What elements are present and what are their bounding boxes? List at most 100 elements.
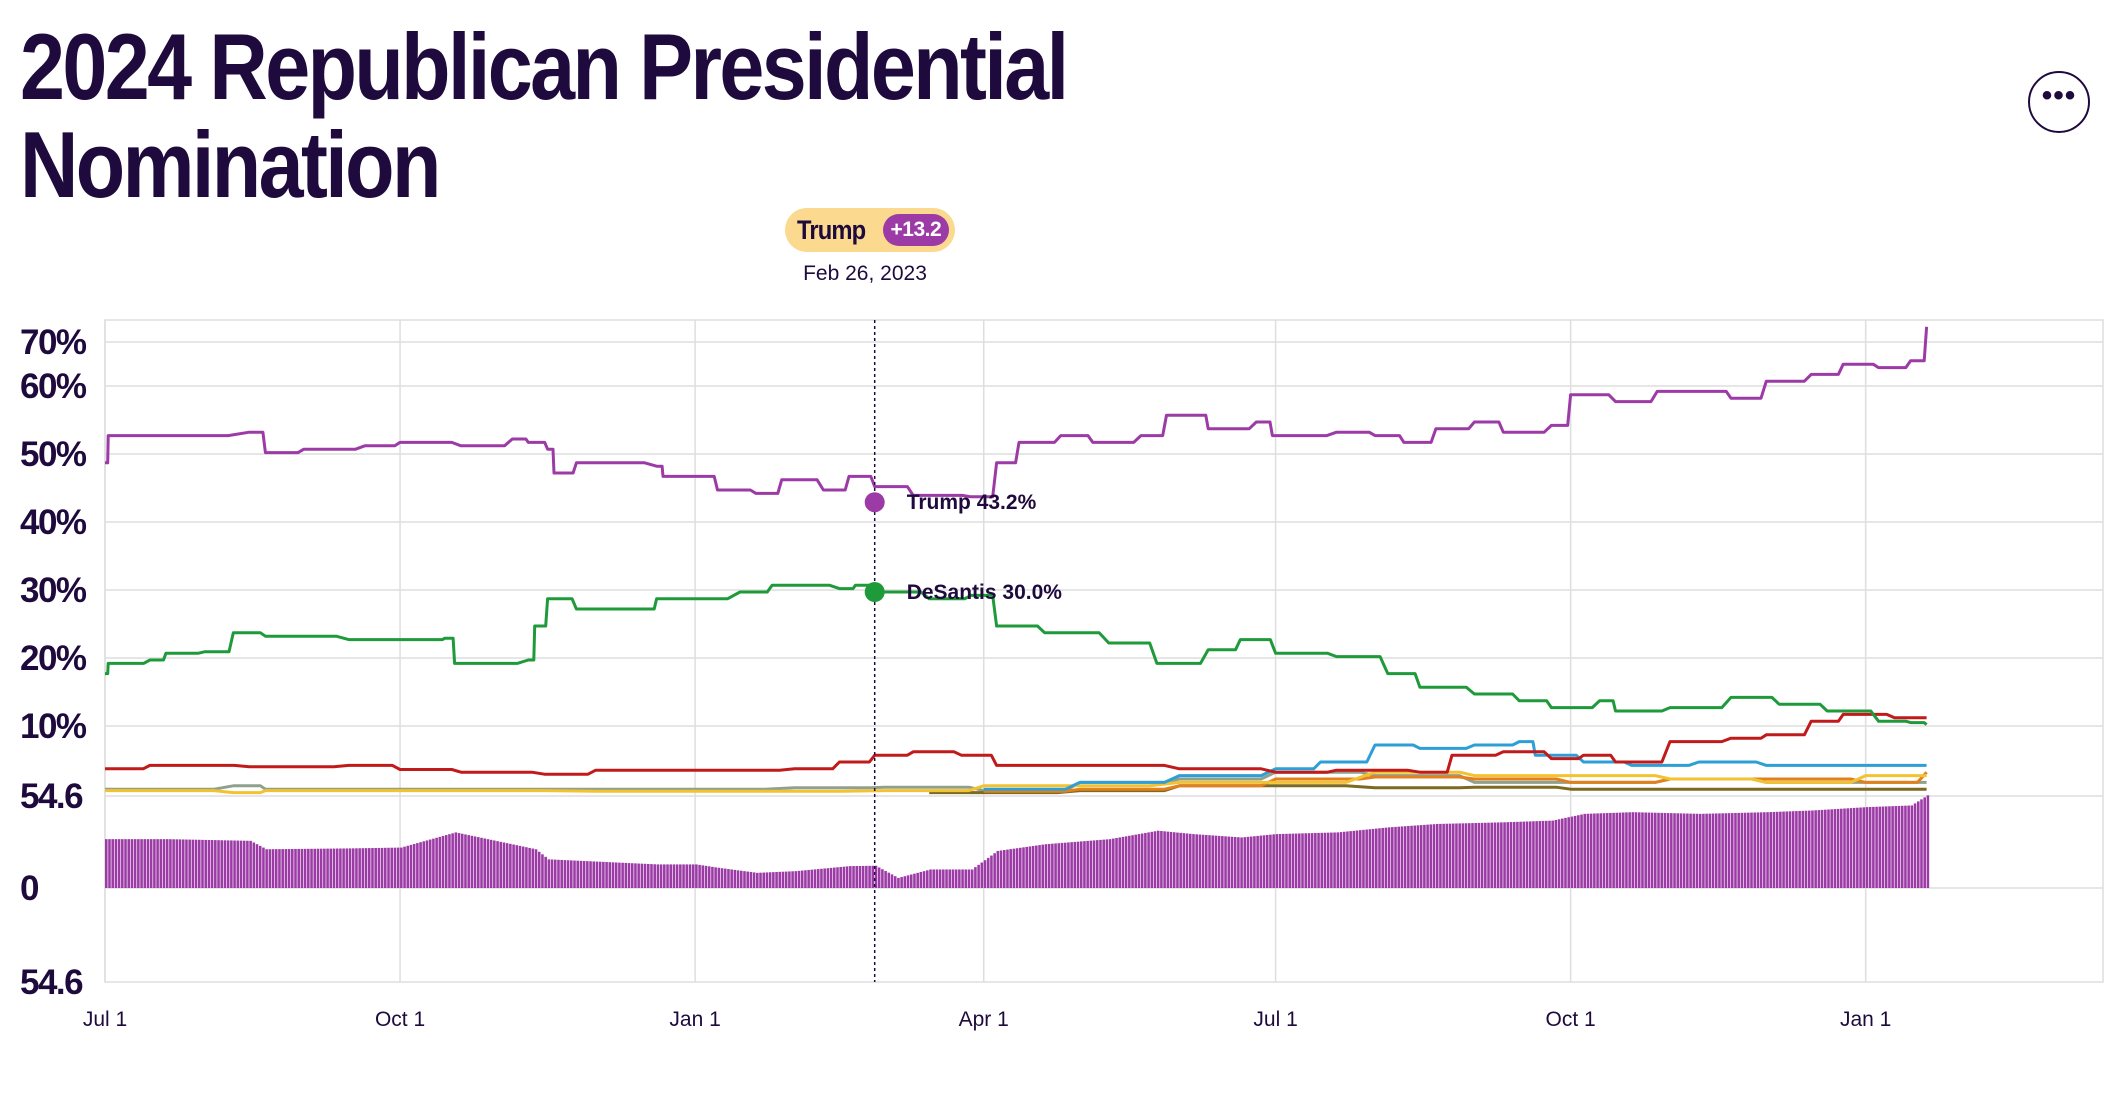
lead-bar <box>1615 812 1619 888</box>
lead-bar <box>233 840 236 888</box>
lead-bar <box>816 869 820 888</box>
lead-bar <box>1849 808 1853 888</box>
lead-bar <box>1718 813 1721 888</box>
lead-bar <box>1237 837 1240 888</box>
lead-bar <box>547 859 551 888</box>
lead-bar <box>432 838 435 888</box>
lead-bar <box>1561 818 1564 888</box>
lead-bar <box>630 863 634 888</box>
y-tick-label: 30% <box>20 571 87 610</box>
lead-bar <box>640 863 644 888</box>
lead-bar <box>839 866 842 888</box>
lead-bar <box>416 843 419 888</box>
lead-bar <box>1827 809 1830 888</box>
lead-bar <box>223 840 227 888</box>
lead-bar <box>566 860 570 888</box>
lead-bar <box>1265 835 1269 888</box>
lead-bar <box>143 839 147 888</box>
lead-bar <box>1243 837 1247 888</box>
lead-bar <box>1346 831 1349 888</box>
lead-bar <box>980 862 984 888</box>
lead-bar <box>579 860 583 888</box>
lead-bar <box>1019 847 1022 888</box>
series-lines <box>105 326 1929 795</box>
lead-bar <box>1185 833 1189 888</box>
y-tick-label: 0 <box>20 869 39 908</box>
lead-bar <box>836 867 839 888</box>
lead-bar <box>351 848 355 888</box>
lead-bar <box>175 839 179 888</box>
lead-bar <box>1205 834 1208 888</box>
lead-bar <box>1320 832 1324 888</box>
lead-bar <box>162 839 166 888</box>
lead-bar <box>544 856 547 888</box>
lead-bar <box>1362 829 1365 888</box>
lead-bar <box>518 845 522 888</box>
lead-bar <box>181 839 185 888</box>
lead-bar <box>1169 831 1173 888</box>
x-axis: Jul 1 Oct 1 Jan 1 Apr 1 Jul 1 Oct 1 Jan 1 <box>83 1008 1892 1031</box>
lead-bar <box>1756 812 1760 888</box>
lead-bar <box>287 849 291 888</box>
lead-bar <box>454 832 458 888</box>
page-title: 2024 Republican Presidential Nomination <box>20 14 1069 217</box>
lead-bar <box>1468 823 1471 888</box>
lead-bar <box>169 839 172 888</box>
lead-bar <box>1413 825 1417 888</box>
lead-bar <box>820 868 823 888</box>
lead-bar <box>1070 842 1073 888</box>
lead-bar <box>765 872 769 888</box>
lead-bar <box>1461 823 1465 888</box>
y-tick-label: 20% <box>20 639 87 678</box>
lead-bar <box>1188 833 1192 888</box>
lead-bar <box>499 841 503 888</box>
lead-bar <box>826 868 830 888</box>
lead-bar <box>1458 823 1461 888</box>
lead-bar <box>1509 822 1513 888</box>
lead-bar <box>1464 823 1468 888</box>
lead-bar <box>884 870 887 888</box>
lead-bar <box>1214 835 1218 888</box>
lead-bar <box>986 857 990 888</box>
lead-bar <box>961 869 964 888</box>
lead-bar <box>1233 837 1237 888</box>
more-options-button[interactable]: ••• <box>2028 71 2090 133</box>
lead-bar <box>1307 833 1311 888</box>
lead-bar <box>1035 845 1038 888</box>
lead-bar <box>1775 811 1779 888</box>
lead-bar <box>121 839 124 888</box>
lead-bar <box>1095 840 1099 888</box>
lead-bar <box>855 866 859 888</box>
lead-bar <box>589 861 592 888</box>
lead-bar <box>262 847 265 888</box>
lead-bar <box>111 839 114 888</box>
lead-bar <box>335 848 339 888</box>
lead-bar <box>740 870 743 888</box>
lead-bar <box>1625 812 1628 888</box>
lead-bar <box>1416 825 1420 888</box>
lead-bar <box>1397 826 1401 888</box>
lead-bar <box>361 848 365 888</box>
lead-bar <box>1833 809 1837 888</box>
lead-bar <box>698 864 701 888</box>
hover-dot-trump <box>864 492 885 513</box>
lead-bar <box>1881 806 1885 888</box>
lead-bar <box>1474 823 1477 888</box>
x-tick-label: Oct 1 <box>375 1008 425 1031</box>
lead-bar <box>428 839 432 888</box>
y-tick-label: 10% <box>20 707 87 746</box>
lead-bar <box>919 871 923 888</box>
lead-bar <box>258 845 262 888</box>
lead-bar <box>624 862 628 888</box>
series-line-ramaswamy <box>983 740 1927 791</box>
lead-bar <box>1535 821 1538 888</box>
lead-bar <box>1577 815 1580 888</box>
lead-bar <box>1544 820 1548 888</box>
lead-bar <box>127 839 131 888</box>
lead-bar <box>714 867 717 888</box>
lead-bar <box>762 872 766 888</box>
lead-bar <box>768 872 772 888</box>
lead-bar <box>541 854 544 888</box>
lead-bar <box>1304 833 1308 888</box>
